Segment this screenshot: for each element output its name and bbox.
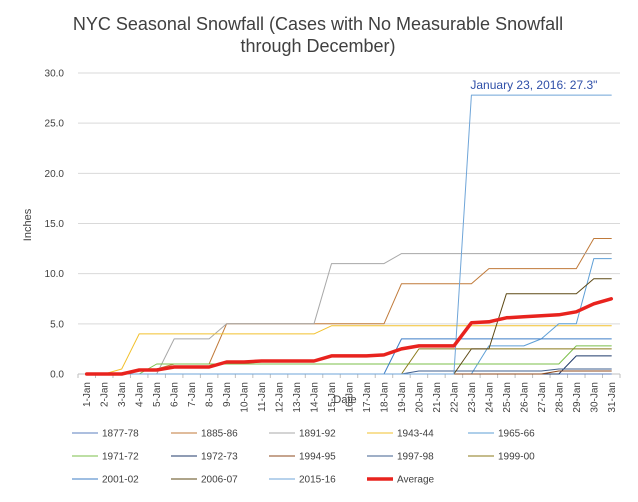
x-tick-label: 4-Jan — [135, 382, 146, 407]
x-tick-label: 12-Jan — [275, 382, 286, 413]
x-tick-label: 25-Jan — [502, 382, 513, 413]
series-line-2015-16 — [86, 94, 612, 375]
x-tick-label: 26-Jan — [519, 382, 530, 413]
x-tick-label: 20-Jan — [414, 382, 425, 413]
legend-label: 1997-98 — [397, 452, 434, 463]
legend-label: 2001-02 — [102, 475, 139, 486]
y-axis-ticks: 0.0 5.0 10.0 15.0 20.0 25.0 30.0 — [45, 69, 65, 381]
y-tick-label: 10.0 — [45, 269, 65, 280]
y-tick-label: 20.0 — [45, 169, 65, 180]
series-lines — [84, 94, 614, 376]
x-tick-label: 1-Jan — [82, 382, 93, 407]
y-tick-label: 15.0 — [45, 219, 65, 230]
x-tick-label: 10-Jan — [240, 382, 251, 413]
chart-title: NYC Seasonal Snowfall (Cases with No Mea… — [73, 14, 563, 56]
legend-label: 2006-07 — [201, 475, 238, 486]
chart-title-line-1: NYC Seasonal Snowfall (Cases with No Mea… — [73, 14, 563, 34]
series-line-Average — [84, 297, 614, 376]
x-tick-label: 6-Jan — [170, 382, 181, 407]
x-tick-label: 27-Jan — [537, 382, 548, 413]
x-tick-label: 9-Jan — [222, 382, 233, 407]
x-axis-ticks: 1-Jan 2-Jan 3-Jan 4-Jan 5-Jan 6-Jan 7-Jan 8-Jan… — [77, 374, 621, 413]
x-tick-label: 5-Jan — [152, 382, 163, 407]
x-tick-label: 19-Jan — [397, 382, 408, 413]
annotation-label: January 23, 2016: 27.3" — [470, 78, 597, 92]
x-tick-label: 22-Jan — [449, 382, 460, 413]
series-line-1943-44 — [86, 325, 612, 375]
y-tick-label: 0.0 — [50, 370, 64, 381]
x-tick-label: 15-Jan — [327, 382, 338, 413]
x-tick-label: 18-Jan — [379, 382, 390, 413]
y-tick-label: 5.0 — [50, 319, 64, 330]
x-tick-label: 3-Jan — [117, 382, 128, 407]
series-line-1891-92 — [86, 253, 612, 375]
legend-label: Average — [397, 475, 435, 486]
legend-label: 2015-16 — [299, 475, 336, 486]
x-tick-label: 14-Jan — [310, 382, 321, 413]
legend-label: 1971-72 — [102, 452, 139, 463]
legend-label: 1994-95 — [299, 452, 336, 463]
x-tick-label: 21-Jan — [432, 382, 443, 413]
x-tick-label: 11-Jan — [257, 382, 268, 412]
annotation: January 23, 2016: 27.3" — [470, 78, 597, 92]
legend-label: 1885-86 — [201, 429, 238, 440]
x-tick-label: 31-Jan — [607, 382, 618, 413]
x-tick-label: 24-Jan — [484, 382, 495, 413]
legend-label: 1999-00 — [498, 452, 535, 463]
legend-label: 1877-78 — [102, 429, 139, 440]
x-tick-label: 23-Jan — [467, 382, 478, 413]
x-axis-label: Date — [333, 394, 356, 406]
x-tick-label: 13-Jan — [292, 382, 303, 413]
x-tick-label: 30-Jan — [589, 382, 600, 413]
legend: 1877-78 1885-86 1891-92 1943-44 1965-66 1971-… — [72, 429, 535, 486]
legend-label: 1965-66 — [498, 429, 535, 440]
legend-label: 1891-92 — [299, 429, 336, 440]
y-tick-label: 25.0 — [45, 119, 65, 130]
series-line-1971-72 — [86, 345, 612, 375]
x-tick-label: 8-Jan — [205, 382, 216, 407]
x-tick-label: 29-Jan — [572, 382, 583, 413]
x-tick-label: 16-Jan — [345, 382, 356, 413]
x-tick-label: 28-Jan — [554, 382, 565, 413]
x-tick-label: 2-Jan — [100, 382, 111, 407]
chart-title-line-2: through December) — [240, 36, 395, 56]
x-tick-label: 17-Jan — [362, 382, 373, 413]
legend-label: 1943-44 — [397, 429, 434, 440]
y-tick-label: 30.0 — [45, 69, 65, 80]
y-axis-label: Inches — [22, 208, 34, 241]
x-tick-label: 7-Jan — [187, 382, 198, 407]
legend-label: 1972-73 — [201, 452, 238, 463]
